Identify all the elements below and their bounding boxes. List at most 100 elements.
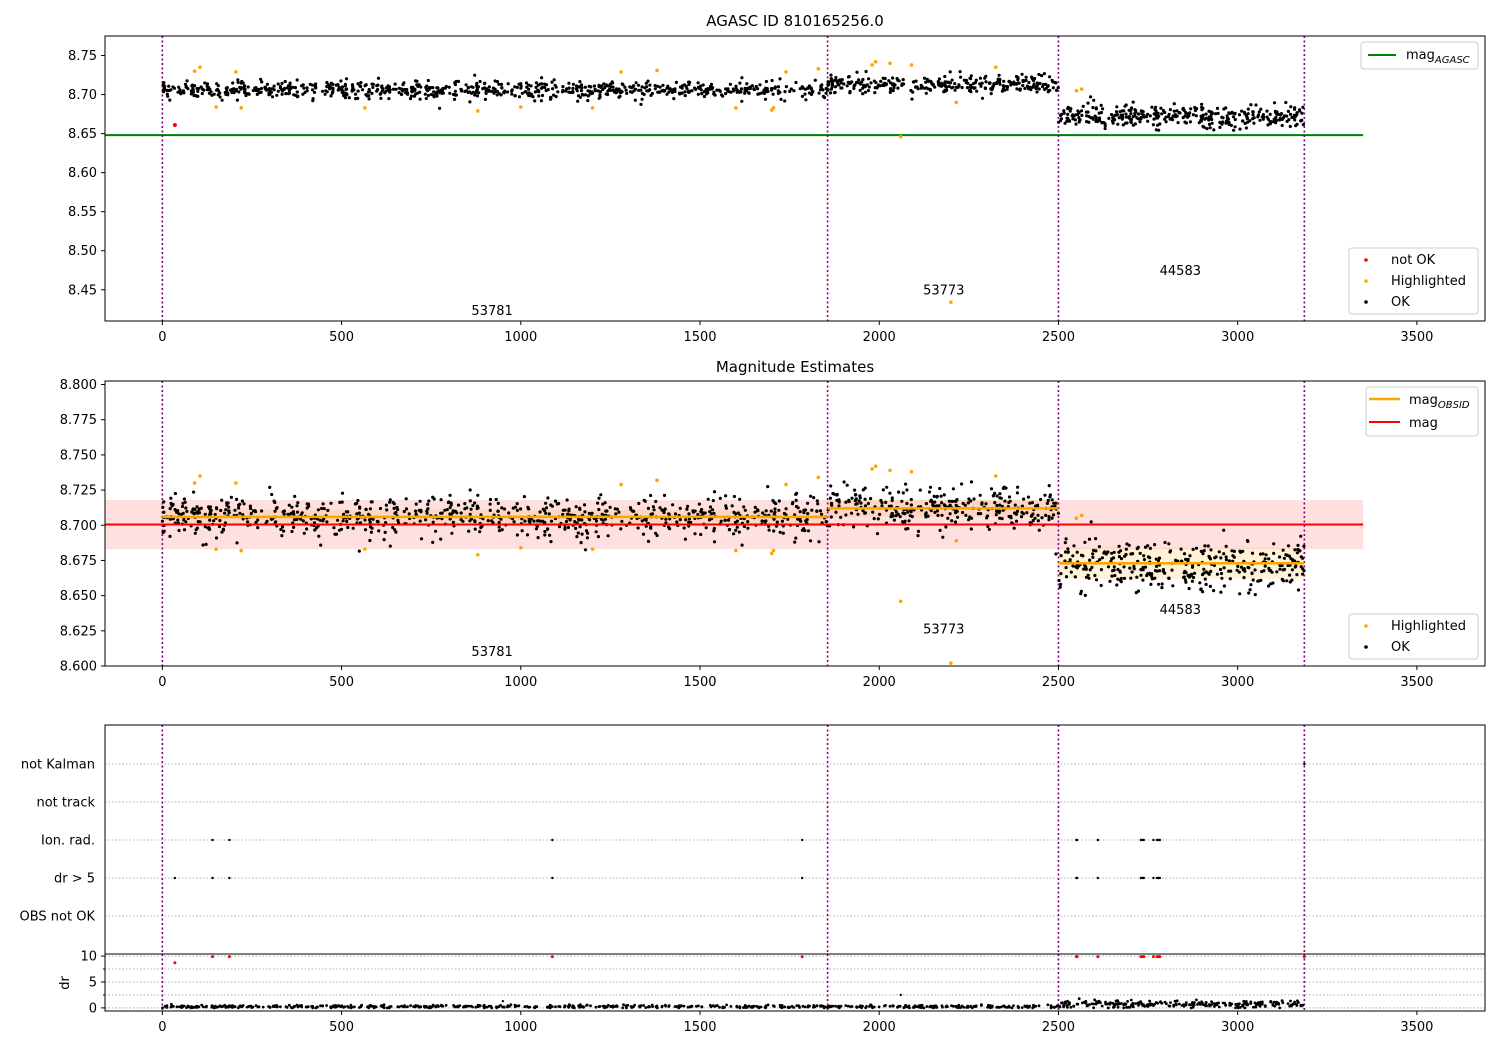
data-point xyxy=(432,1004,435,1007)
data-point xyxy=(270,492,274,497)
data-point xyxy=(384,521,388,525)
data-point xyxy=(766,89,770,93)
data-point xyxy=(861,92,865,96)
data-point xyxy=(1219,571,1224,576)
data-point xyxy=(205,82,210,86)
highlighted-point xyxy=(888,61,892,66)
data-point xyxy=(1000,517,1004,521)
data-point xyxy=(735,519,740,523)
data-point xyxy=(925,1005,929,1008)
data-point xyxy=(901,78,905,82)
data-point xyxy=(1261,552,1265,556)
data-point xyxy=(400,1004,403,1008)
data-point xyxy=(1056,120,1061,124)
data-point xyxy=(1049,1004,1053,1007)
data-point xyxy=(740,99,744,103)
legend-ok-label: OK xyxy=(1391,640,1410,655)
data-point xyxy=(540,93,545,98)
data-point xyxy=(525,533,530,537)
data-point xyxy=(1111,116,1115,120)
data-point xyxy=(997,1006,1001,1009)
data-point xyxy=(713,93,717,97)
y-tick-label: 8.800 xyxy=(60,378,97,393)
data-point xyxy=(967,497,971,501)
data-point xyxy=(473,527,477,531)
data-point xyxy=(1293,548,1297,552)
data-point xyxy=(1035,81,1039,85)
data-point xyxy=(477,91,481,95)
data-point xyxy=(1057,578,1061,583)
data-point xyxy=(1059,554,1063,558)
data-point xyxy=(1271,581,1275,585)
data-point xyxy=(589,1004,592,1008)
data-point xyxy=(998,509,1002,513)
data-point xyxy=(325,80,329,85)
data-point xyxy=(1124,103,1128,107)
y-tick-label: 10 xyxy=(80,950,97,965)
data-point xyxy=(554,85,558,89)
magnitude-x-axis: 0 500 1000 1500 2000 2500 3000 3500 xyxy=(158,666,1433,690)
data-point xyxy=(1273,110,1278,114)
data-point xyxy=(744,1006,747,1009)
data-point xyxy=(700,507,704,512)
agasc-y-axis: 8.458.508.558.608.658.708.75 xyxy=(68,49,105,298)
data-point xyxy=(330,91,334,95)
data-point xyxy=(370,82,374,86)
data-point xyxy=(283,79,287,84)
data-point xyxy=(1063,550,1068,554)
data-point xyxy=(1136,589,1140,593)
data-point xyxy=(476,85,480,89)
data-point xyxy=(1028,521,1032,525)
data-point xyxy=(980,81,984,85)
data-point xyxy=(424,518,428,522)
data-point xyxy=(488,508,492,512)
data-point xyxy=(639,1004,643,1007)
data-point xyxy=(405,91,409,95)
data-point xyxy=(620,519,624,524)
y-tick-label: 8.775 xyxy=(60,413,97,428)
data-point xyxy=(296,501,300,505)
data-point xyxy=(1264,553,1268,557)
highlighted-point xyxy=(234,481,238,485)
data-point xyxy=(575,535,579,539)
data-point xyxy=(369,530,373,534)
data-point xyxy=(287,91,292,95)
data-point xyxy=(1163,571,1167,575)
data-point xyxy=(1110,557,1114,561)
data-point xyxy=(168,534,172,539)
data-point xyxy=(927,490,932,494)
data-point xyxy=(1067,119,1072,123)
data-point xyxy=(991,494,996,498)
x-tick-label: 3500 xyxy=(1400,330,1433,345)
data-point xyxy=(218,518,222,523)
data-point xyxy=(587,511,591,516)
data-point xyxy=(812,1005,815,1009)
data-point xyxy=(765,87,769,91)
data-point xyxy=(497,529,502,533)
data-point xyxy=(1084,110,1089,114)
data-point xyxy=(338,500,342,504)
data-point xyxy=(492,90,496,94)
data-point xyxy=(578,1005,581,1009)
data-point xyxy=(515,508,520,512)
data-point xyxy=(845,483,849,487)
data-point xyxy=(535,1005,539,1009)
y-tick-label: 8.700 xyxy=(60,519,97,534)
data-point xyxy=(519,86,523,90)
data-point xyxy=(400,92,404,97)
data-point xyxy=(1081,1001,1084,1005)
data-point xyxy=(658,506,662,510)
data-point xyxy=(298,1004,301,1008)
data-point xyxy=(1230,110,1234,114)
data-point xyxy=(1284,553,1288,557)
data-point xyxy=(938,486,942,491)
data-point xyxy=(577,518,581,522)
data-point xyxy=(436,1004,439,1008)
data-point xyxy=(1069,107,1073,111)
highlighted-point xyxy=(949,300,953,305)
data-point xyxy=(998,503,1002,507)
data-point xyxy=(497,525,501,529)
data-point xyxy=(496,501,500,505)
data-point xyxy=(640,97,644,101)
data-point xyxy=(1139,1000,1142,1003)
